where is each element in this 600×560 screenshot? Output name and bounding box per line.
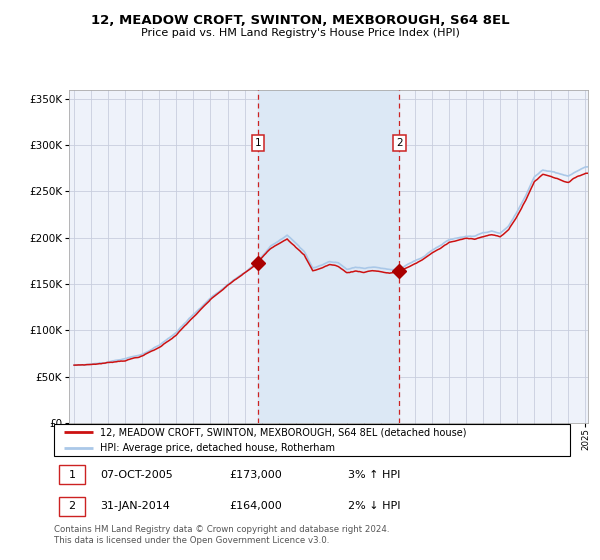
FancyBboxPatch shape	[54, 424, 570, 456]
Text: Price paid vs. HM Land Registry's House Price Index (HPI): Price paid vs. HM Land Registry's House …	[140, 28, 460, 38]
Text: HPI: Average price, detached house, Rotherham: HPI: Average price, detached house, Roth…	[100, 444, 335, 453]
Text: £173,000: £173,000	[229, 470, 282, 480]
Text: 1: 1	[68, 470, 76, 480]
Text: 2: 2	[68, 501, 76, 511]
FancyBboxPatch shape	[59, 465, 85, 484]
Text: 31-JAN-2014: 31-JAN-2014	[100, 501, 170, 511]
Text: 2: 2	[396, 138, 403, 148]
FancyBboxPatch shape	[59, 497, 85, 516]
Text: 3% ↑ HPI: 3% ↑ HPI	[348, 470, 400, 480]
Text: 2% ↓ HPI: 2% ↓ HPI	[348, 501, 401, 511]
Text: Contains HM Land Registry data © Crown copyright and database right 2024.
This d: Contains HM Land Registry data © Crown c…	[54, 525, 389, 545]
Text: 12, MEADOW CROFT, SWINTON, MEXBOROUGH, S64 8EL: 12, MEADOW CROFT, SWINTON, MEXBOROUGH, S…	[91, 14, 509, 27]
Bar	[258, 90, 400, 423]
Text: 1: 1	[255, 138, 262, 148]
Text: 07-OCT-2005: 07-OCT-2005	[100, 470, 173, 480]
Text: £164,000: £164,000	[229, 501, 282, 511]
Text: 12, MEADOW CROFT, SWINTON, MEXBOROUGH, S64 8EL (detached house): 12, MEADOW CROFT, SWINTON, MEXBOROUGH, S…	[100, 427, 467, 437]
